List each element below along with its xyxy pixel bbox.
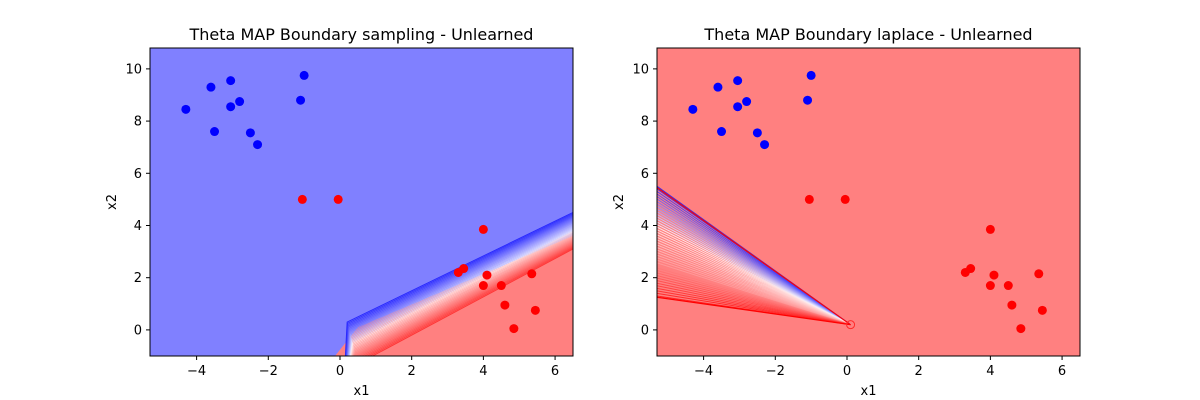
data-point <box>478 224 488 234</box>
x-tick-label: −2 <box>766 364 785 379</box>
data-point <box>985 224 995 234</box>
data-point <box>459 264 469 274</box>
y-tick-label: 10 <box>125 62 142 77</box>
data-point <box>752 128 762 138</box>
boundary-apex <box>846 320 856 330</box>
y-axis-label: x2 <box>612 194 627 210</box>
data-point <box>1007 300 1017 310</box>
y-tick-label: 6 <box>134 167 142 182</box>
y-axis-label: x2 <box>105 194 120 210</box>
chart-title: Theta MAP Boundary laplace - Unlearned <box>703 25 1032 44</box>
boundary-contour-line <box>352 238 573 356</box>
x-axis-label: x1 <box>861 384 877 399</box>
data-point <box>989 270 999 280</box>
data-point <box>806 70 816 80</box>
plot-frame <box>149 47 574 357</box>
y-tick-label: 10 <box>632 62 649 77</box>
data-point <box>297 194 307 204</box>
x-tick-label: −4 <box>694 364 713 379</box>
x-axis-label: x1 <box>354 384 370 399</box>
data-point <box>742 97 752 107</box>
boundary-edge-line <box>657 296 851 326</box>
data-point <box>985 281 995 291</box>
data-point <box>235 97 245 107</box>
y-tick-label: 6 <box>641 167 649 182</box>
data-point <box>803 95 813 105</box>
decision-region <box>150 48 573 356</box>
y-tick-label: 0 <box>134 323 142 338</box>
decision-region <box>657 48 1080 356</box>
data-point <box>527 269 537 279</box>
x-tick-label: 2 <box>915 364 923 379</box>
data-point <box>496 281 506 291</box>
data-point <box>478 281 488 291</box>
data-point <box>688 104 698 114</box>
data-point <box>299 70 309 80</box>
y-tick-label: 2 <box>641 271 649 286</box>
data-point <box>804 194 814 204</box>
x-tick-label: 0 <box>843 364 851 379</box>
x-axis-ticks: −4 −2 0 2 4 6 <box>694 356 1066 379</box>
data-point <box>210 127 220 137</box>
data-point <box>245 128 255 138</box>
x-tick-label: 2 <box>408 364 416 379</box>
data-point <box>1034 269 1044 279</box>
data-point <box>966 264 976 274</box>
y-axis-ticks: 0 2 4 6 8 10 <box>632 62 657 338</box>
x-tick-label: 4 <box>479 364 487 379</box>
y-tick-label: 0 <box>641 323 649 338</box>
data-point <box>181 104 191 114</box>
data-point <box>333 194 343 204</box>
x-tick-label: −2 <box>259 364 278 379</box>
data-point <box>226 76 236 86</box>
data-point <box>509 324 519 334</box>
data-point <box>253 140 263 150</box>
red-region <box>657 48 1080 356</box>
x-tick-label: 4 <box>986 364 994 379</box>
x-axis-ticks: −4 −2 0 2 4 6 <box>187 356 559 379</box>
data-point <box>1016 324 1026 334</box>
plot-frame <box>656 47 1081 357</box>
chart-title: Theta MAP Boundary sampling - Unlearned <box>189 25 534 44</box>
y-tick-label: 4 <box>134 219 142 234</box>
scatter-points <box>688 70 1047 334</box>
x-tick-label: 6 <box>1058 364 1066 379</box>
boundary-edge-line <box>657 187 851 326</box>
data-point <box>482 270 492 280</box>
x-tick-label: −4 <box>187 364 206 379</box>
data-point <box>733 102 743 112</box>
boundary-contour-line <box>354 241 573 356</box>
y-tick-label: 2 <box>134 271 142 286</box>
subplot-sampling: Theta MAP Boundary sampling - Unlearned … <box>105 25 574 399</box>
data-point <box>1037 305 1047 315</box>
data-point <box>713 82 723 92</box>
data-point <box>760 140 770 150</box>
data-point <box>500 300 510 310</box>
y-tick-label: 8 <box>134 115 142 130</box>
x-tick-label: 6 <box>551 364 559 379</box>
y-axis-ticks: 0 2 4 6 8 10 <box>125 62 150 338</box>
data-point <box>226 102 236 112</box>
data-point <box>840 194 850 204</box>
y-tick-label: 4 <box>641 219 649 234</box>
data-point <box>733 76 743 86</box>
data-point <box>717 127 727 137</box>
data-point <box>1003 281 1013 291</box>
data-point <box>206 82 216 92</box>
data-point <box>296 95 306 105</box>
subplot-laplace: Theta MAP Boundary laplace - Unlearned −… <box>612 25 1081 399</box>
scatter-points <box>181 70 540 334</box>
data-point <box>530 305 540 315</box>
y-tick-label: 8 <box>641 115 649 130</box>
boundary-contour-line <box>353 239 573 356</box>
x-tick-label: 0 <box>336 364 344 379</box>
